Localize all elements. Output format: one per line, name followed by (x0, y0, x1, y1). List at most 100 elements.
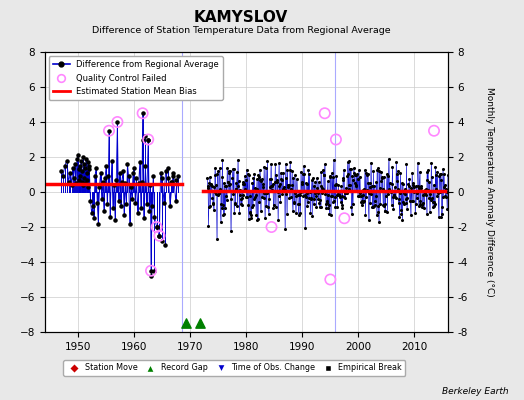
Point (280, 187, 289, 193)
Point (263, 190, 271, 196)
Point (78, 178, 86, 185)
Point (70, 175, 78, 181)
Legend: Station Move, Record Gap, Time of Obs. Change, Empirical Break: Station Move, Record Gap, Time of Obs. C… (63, 360, 406, 376)
Point (257, 208, 265, 214)
Point (82, 170, 91, 176)
Point (321, 161, 329, 168)
Point (287, 194, 295, 200)
Point (438, 214, 446, 220)
Point (108, 204, 117, 211)
Point (78, 168, 86, 174)
Point (219, 212, 227, 218)
Point (323, 178, 332, 184)
Point (75, 162, 84, 169)
Point (346, 166, 355, 172)
Point (357, 199, 365, 205)
Point (337, 202, 346, 208)
Point (203, 185, 212, 192)
Point (152, 224, 161, 230)
Point (123, 161, 132, 167)
Point (158, 175, 167, 181)
Point (289, 188, 297, 194)
Point (75, 176, 83, 183)
Point (250, 171, 258, 178)
Point (147, 268, 155, 274)
Point (168, 178, 177, 185)
Point (223, 165, 231, 171)
Point (360, 185, 368, 192)
Point (91, 173, 99, 180)
Point (383, 209, 391, 216)
Point (239, 178, 248, 185)
Point (246, 209, 255, 215)
Point (434, 190, 442, 196)
Point (267, 224, 276, 230)
Point (427, 197, 435, 203)
Point (381, 208, 389, 214)
Point (340, 194, 348, 200)
Point (155, 232, 163, 239)
Point (413, 159, 422, 166)
Point (390, 192, 398, 198)
Point (95, 184, 104, 190)
Point (385, 155, 393, 162)
Point (64, 178, 73, 185)
Point (216, 219, 225, 225)
Point (424, 187, 433, 194)
Point (274, 183, 282, 189)
Point (145, 208, 154, 214)
Point (99, 178, 107, 185)
Point (416, 198, 424, 204)
Point (347, 211, 356, 217)
Point (378, 175, 386, 181)
Point (408, 170, 416, 176)
Point (330, 156, 338, 163)
Point (315, 200, 323, 206)
Point (283, 184, 292, 190)
Point (356, 174, 364, 180)
Point (424, 166, 432, 173)
Point (333, 204, 342, 210)
Point (427, 160, 435, 166)
Point (299, 192, 308, 199)
Point (312, 204, 321, 210)
Point (203, 175, 211, 181)
Point (286, 159, 294, 165)
Point (237, 202, 246, 209)
Point (435, 170, 444, 177)
Point (205, 180, 214, 186)
Point (343, 173, 351, 179)
Point (272, 172, 280, 178)
Point (343, 158, 352, 165)
Point (341, 190, 349, 196)
Point (376, 185, 384, 192)
Point (68, 182, 76, 188)
Text: KAMYSLOV: KAMYSLOV (194, 10, 288, 25)
Point (438, 211, 446, 217)
Point (368, 204, 377, 210)
Point (383, 171, 391, 178)
Point (284, 182, 292, 188)
Point (150, 268, 158, 274)
Point (421, 192, 430, 198)
Point (265, 196, 274, 203)
Point (226, 168, 234, 174)
Point (278, 191, 287, 197)
Point (346, 182, 354, 188)
Point (433, 169, 442, 175)
Point (233, 203, 242, 209)
Point (248, 204, 256, 210)
Point (169, 170, 178, 176)
Point (377, 178, 386, 185)
Point (310, 183, 318, 189)
Point (429, 204, 437, 210)
Point (229, 191, 237, 198)
Point (230, 166, 238, 172)
Point (138, 110, 147, 116)
Point (370, 201, 379, 208)
Point (90, 215, 98, 222)
Point (257, 178, 266, 184)
Point (406, 198, 414, 204)
Point (130, 164, 138, 171)
Point (110, 182, 118, 188)
